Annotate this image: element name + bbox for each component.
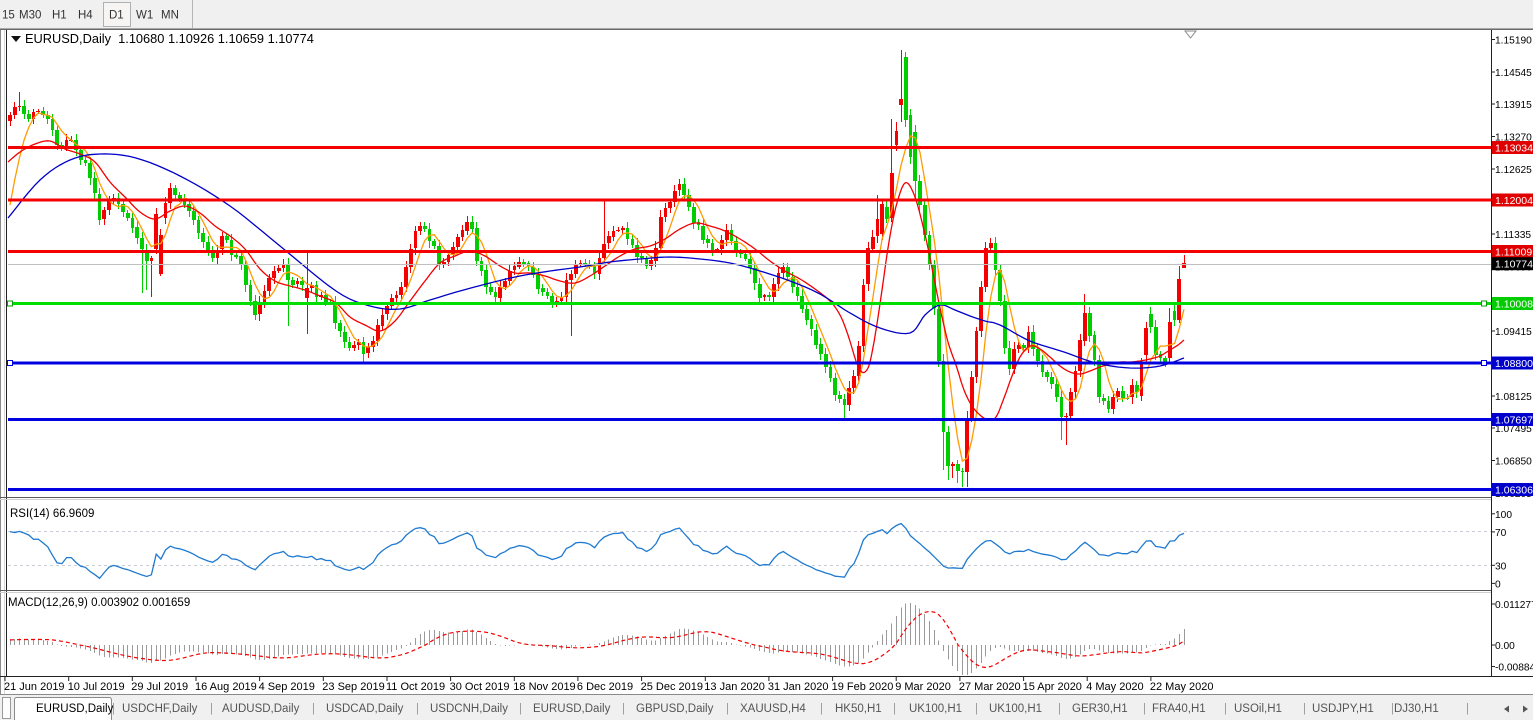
svg-text:1.09415: 1.09415: [1495, 327, 1532, 338]
svg-text:1.06850: 1.06850: [1495, 457, 1532, 468]
svg-text:UK100,H1: UK100,H1: [909, 703, 962, 715]
svg-text:1.13915: 1.13915: [1495, 100, 1532, 111]
svg-text:18 Nov 2019: 18 Nov 2019: [513, 681, 575, 693]
svg-text:|: |: [820, 703, 823, 715]
svg-text:0.00: 0.00: [1495, 641, 1515, 652]
svg-text:1.15190: 1.15190: [1495, 36, 1532, 47]
svg-text:31 Jan 2020: 31 Jan 2020: [768, 681, 829, 693]
svg-text:|: |: [622, 703, 625, 715]
svg-text:10 Jul 2019: 10 Jul 2019: [68, 681, 125, 693]
svg-text:GER30,H1: GER30,H1: [1072, 703, 1128, 715]
svg-text:6 Dec 2019: 6 Dec 2019: [577, 681, 633, 693]
svg-text:MACD(12,26,9) 0.003902 0.00165: MACD(12,26,9) 0.003902 0.001659: [8, 597, 190, 609]
svg-text:XAUUSD,H4: XAUUSD,H4: [740, 703, 806, 715]
svg-text:4 Sep 2019: 4 Sep 2019: [259, 681, 315, 693]
svg-text:H4: H4: [78, 10, 93, 22]
svg-text:1.11335: 1.11335: [1495, 230, 1531, 241]
svg-text:|: |: [210, 703, 213, 715]
svg-text:|: |: [1466, 703, 1469, 715]
svg-text:EURUSD,Daily: EURUSD,Daily: [533, 703, 611, 715]
svg-text:22 May 2020: 22 May 2020: [1150, 681, 1214, 693]
svg-text:W1: W1: [136, 10, 153, 22]
svg-text:EURUSD,Daily 1.10680 1.10926: EURUSD,Daily 1.10680 1.10926 1.10659 1.1…: [25, 31, 314, 46]
svg-text:1.13034: 1.13034: [1495, 143, 1533, 155]
svg-text:H1: H1: [52, 10, 67, 22]
svg-text:11 Oct 2019: 11 Oct 2019: [386, 681, 445, 693]
svg-text:25 Dec 2019: 25 Dec 2019: [641, 681, 703, 693]
svg-text:-0.008845: -0.008845: [1495, 663, 1533, 674]
svg-text:USDCHF,Daily: USDCHF,Daily: [122, 703, 198, 715]
svg-text:1.10774: 1.10774: [1495, 259, 1533, 271]
svg-text:29 Jul 2019: 29 Jul 2019: [131, 681, 188, 693]
svg-text:AUDUSD,Daily: AUDUSD,Daily: [222, 703, 300, 715]
svg-text:1.12625: 1.12625: [1495, 165, 1532, 176]
svg-text:23 Sep 2019: 23 Sep 2019: [322, 681, 384, 693]
svg-text:DJ30,H1: DJ30,H1: [1394, 703, 1439, 715]
svg-text:30: 30: [1495, 561, 1507, 572]
svg-text:RSI(14) 66.9609: RSI(14) 66.9609: [10, 508, 94, 520]
svg-text:0: 0: [1495, 579, 1501, 590]
svg-text:|: |: [893, 703, 896, 715]
svg-text:USDCNH,Daily: USDCNH,Daily: [430, 703, 508, 715]
svg-text:27 Mar 2020: 27 Mar 2020: [959, 681, 1021, 693]
svg-text:|: |: [1224, 703, 1227, 715]
svg-text:1.12004: 1.12004: [1495, 195, 1533, 207]
svg-text:|: |: [1058, 703, 1061, 715]
svg-text:1.13270: 1.13270: [1495, 133, 1532, 144]
svg-text:|: |: [519, 703, 522, 715]
svg-text:|: |: [975, 703, 978, 715]
svg-text:1.07495: 1.07495: [1495, 424, 1532, 435]
svg-text:100: 100: [1495, 510, 1512, 521]
svg-text:|: |: [112, 703, 115, 715]
svg-text:|: |: [1391, 703, 1394, 715]
svg-text:0.011277: 0.011277: [1495, 600, 1533, 611]
svg-text:70: 70: [1495, 528, 1507, 539]
svg-text:15 Apr 2020: 15 Apr 2020: [1023, 681, 1082, 693]
svg-text:|: |: [726, 703, 729, 715]
svg-text:D1: D1: [109, 10, 124, 22]
svg-text:21 Jun 2019: 21 Jun 2019: [4, 681, 65, 693]
svg-text:1.11009: 1.11009: [1495, 247, 1532, 259]
svg-text:EURUSD,Daily: EURUSD,Daily: [36, 703, 114, 715]
svg-text:UK100,H1: UK100,H1: [989, 703, 1042, 715]
svg-text:1.07697: 1.07697: [1495, 415, 1533, 427]
svg-text:9 Mar 2020: 9 Mar 2020: [895, 681, 951, 693]
svg-text:15: 15: [2, 10, 15, 22]
svg-text:4 May 2020: 4 May 2020: [1086, 681, 1143, 693]
svg-text:1.08125: 1.08125: [1495, 392, 1532, 403]
svg-text:1.10008: 1.10008: [1495, 299, 1533, 311]
svg-text:|: |: [1303, 703, 1306, 715]
svg-text:HK50,H1: HK50,H1: [835, 703, 882, 715]
svg-text:1.06306: 1.06306: [1495, 485, 1533, 497]
svg-text:|: |: [312, 703, 315, 715]
svg-text:30 Oct 2019: 30 Oct 2019: [450, 681, 510, 693]
svg-text:|: |: [416, 703, 419, 715]
svg-text:GBPUSD,Daily: GBPUSD,Daily: [636, 703, 714, 715]
svg-text:FRA40,H1: FRA40,H1: [1152, 703, 1206, 715]
svg-text:19 Feb 2020: 19 Feb 2020: [832, 681, 894, 693]
svg-text:13 Jan 2020: 13 Jan 2020: [704, 681, 765, 693]
svg-text:|: |: [1143, 703, 1146, 715]
svg-text:USDJPY,H1: USDJPY,H1: [1312, 703, 1374, 715]
svg-text:16 Aug 2019: 16 Aug 2019: [195, 681, 257, 693]
svg-text:1.08800: 1.08800: [1495, 358, 1533, 370]
svg-text:USDCAD,Daily: USDCAD,Daily: [326, 703, 404, 715]
svg-text:USOil,H1: USOil,H1: [1234, 703, 1282, 715]
svg-text:MN: MN: [161, 10, 179, 22]
svg-text:M30: M30: [19, 10, 41, 22]
svg-text:1.14545: 1.14545: [1495, 68, 1532, 79]
